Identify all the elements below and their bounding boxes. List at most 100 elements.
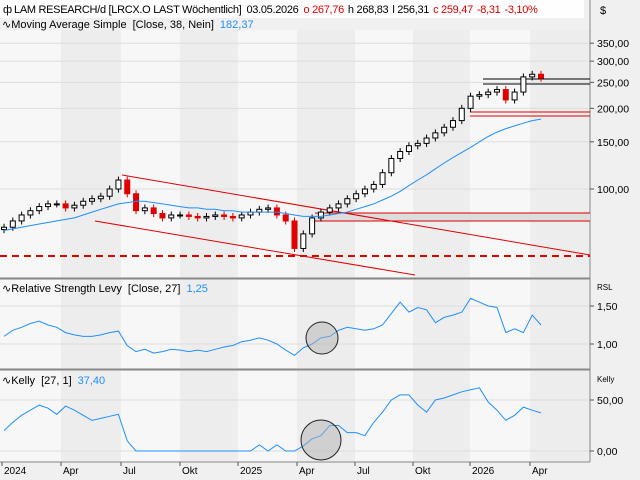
candle bbox=[53, 200, 60, 208]
candle bbox=[502, 86, 509, 104]
candle bbox=[168, 211, 175, 222]
x-tick-label: Jul bbox=[357, 466, 370, 477]
candle bbox=[36, 203, 43, 215]
trend-annotations[interactable] bbox=[0, 78, 591, 276]
kelly-legend[interactable]: ∿Kelly [27, 1] 37,40 bbox=[2, 375, 105, 387]
x-tick-label: 2025 bbox=[240, 466, 263, 477]
instrument-title: LAM RESEARCH/d [LRCX.O LAST Wöchentlich] bbox=[14, 4, 242, 16]
candle bbox=[379, 169, 386, 188]
candle bbox=[124, 176, 131, 198]
candle bbox=[370, 180, 377, 193]
svg-text:LAM RESEARCH/d [LRCX.O LAST Wö: LAM RESEARCH/d [LRCX.O LAST Wöchentlich]… bbox=[14, 4, 538, 16]
channel-lower-line[interactable] bbox=[94, 220, 416, 276]
change-pct: -3,10% bbox=[504, 4, 538, 16]
candle bbox=[353, 190, 360, 203]
candle-icon: ф bbox=[3, 4, 12, 16]
candle bbox=[538, 70, 544, 82]
candle bbox=[159, 210, 166, 222]
candle bbox=[344, 195, 351, 208]
candle bbox=[467, 92, 474, 112]
candle bbox=[203, 212, 210, 222]
support-zone[interactable] bbox=[315, 213, 590, 221]
candle bbox=[273, 204, 280, 219]
candle bbox=[361, 185, 368, 198]
open-value: o 267,76 bbox=[304, 4, 345, 16]
candle bbox=[520, 73, 527, 96]
y-tick-label: 350,00 bbox=[597, 38, 629, 50]
candle bbox=[177, 211, 184, 219]
candle bbox=[449, 117, 456, 131]
low-value: l 256,31 bbox=[392, 4, 429, 16]
x-tick-label: Okt bbox=[415, 466, 431, 477]
candle bbox=[229, 212, 236, 222]
x-tick-label: 2024 bbox=[4, 466, 27, 477]
candle bbox=[238, 211, 245, 222]
candle bbox=[458, 104, 465, 125]
close-value: c 259,47 bbox=[433, 4, 473, 16]
candle bbox=[300, 230, 307, 253]
y-tick-label: 150,00 bbox=[597, 137, 629, 149]
candle bbox=[529, 70, 536, 81]
moving-average-line bbox=[3, 118, 542, 231]
candle bbox=[71, 201, 78, 212]
candle bbox=[291, 217, 298, 253]
candle bbox=[89, 195, 96, 205]
candle bbox=[133, 190, 140, 215]
candle bbox=[194, 212, 201, 222]
change-value: -8,31 bbox=[477, 4, 501, 16]
y-tick-label: 0,00 bbox=[597, 446, 618, 458]
candle bbox=[309, 214, 316, 238]
candle bbox=[185, 211, 192, 220]
y-tick-label: 1,00 bbox=[597, 339, 618, 351]
candle bbox=[405, 142, 412, 156]
candle bbox=[476, 91, 483, 100]
candle bbox=[27, 207, 34, 219]
candle bbox=[326, 204, 333, 216]
candle bbox=[1, 223, 7, 234]
x-tick-label: 2026 bbox=[472, 466, 495, 477]
candle bbox=[80, 197, 87, 209]
candle bbox=[150, 204, 157, 218]
candle bbox=[106, 185, 113, 200]
candle bbox=[511, 88, 518, 104]
y-tick-label: 50,00 bbox=[597, 395, 623, 407]
x-tick-label: Apr bbox=[532, 466, 548, 477]
candle bbox=[115, 176, 122, 193]
candle bbox=[485, 88, 492, 99]
x-tick-label: Okt bbox=[182, 466, 198, 477]
candle bbox=[221, 211, 228, 220]
candle bbox=[45, 200, 52, 211]
highlight-circle[interactable] bbox=[300, 419, 342, 461]
rsl-axis-label: RSL bbox=[597, 283, 613, 292]
kelly-line bbox=[3, 387, 542, 452]
kelly-axis-label: Kelly bbox=[597, 375, 614, 384]
candle bbox=[441, 123, 448, 137]
y-tick-label: 250,00 bbox=[597, 77, 629, 89]
candle bbox=[414, 139, 421, 150]
channel-upper-line[interactable] bbox=[121, 174, 591, 256]
indicator-icon: ∿ bbox=[2, 283, 11, 295]
candle bbox=[141, 204, 148, 215]
candle bbox=[397, 148, 404, 163]
y-tick-label: 200,00 bbox=[597, 103, 629, 115]
y-tick-label: 100,00 bbox=[597, 184, 629, 196]
currency-label: $ bbox=[600, 5, 606, 17]
y-tick-label: 1,50 bbox=[597, 301, 618, 313]
candle bbox=[265, 204, 272, 213]
rsl-legend[interactable]: ∿Relative Strength Levy [Close, 27] 1,25 bbox=[2, 283, 208, 295]
candle bbox=[62, 200, 69, 212]
candle bbox=[317, 208, 324, 222]
candle bbox=[493, 86, 500, 96]
date: 03.05.2026 bbox=[246, 4, 298, 16]
candle bbox=[97, 192, 104, 203]
indicator-icon: ∿ bbox=[2, 19, 11, 31]
candle bbox=[432, 129, 439, 142]
candle bbox=[18, 211, 25, 225]
highlight-circle[interactable] bbox=[305, 321, 339, 355]
x-tick-label: Apr bbox=[299, 466, 315, 477]
indicator-icon: ∿ bbox=[2, 375, 11, 387]
candle bbox=[212, 211, 219, 220]
y-tick-label: 300,00 bbox=[597, 56, 629, 68]
ma-legend[interactable]: ∿Moving Average Simple [Close, 38, Nein] 1… bbox=[2, 19, 254, 31]
